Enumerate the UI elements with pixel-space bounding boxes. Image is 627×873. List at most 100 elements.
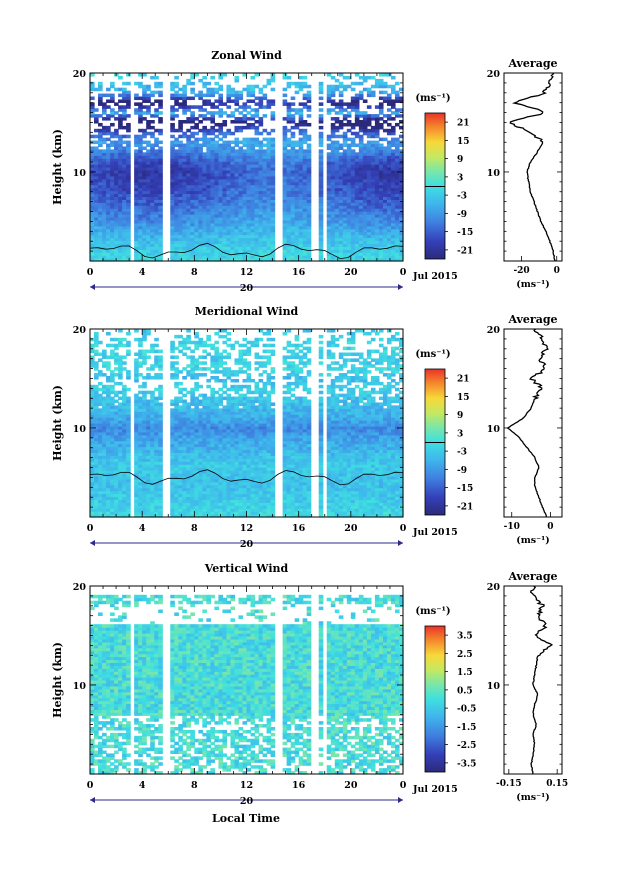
heatmap-cell xyxy=(102,487,107,492)
heatmap-cell xyxy=(126,187,131,192)
heatmap-cell xyxy=(122,243,127,247)
heatmap-cell xyxy=(194,93,199,98)
heatmap-cell xyxy=(146,111,151,115)
heatmap-cell xyxy=(218,505,224,509)
heatmap-cell xyxy=(374,499,380,503)
heatmap-cell xyxy=(118,487,123,492)
heatmap-cell xyxy=(342,481,348,486)
heatmap-cell xyxy=(290,214,296,218)
heatmap-cell xyxy=(234,161,240,165)
heatmap-cell xyxy=(386,208,392,212)
heatmap-cell xyxy=(242,172,248,177)
heatmap-cell xyxy=(242,155,248,159)
heatmap-cell xyxy=(194,164,199,168)
heatmap-cell xyxy=(254,467,260,471)
heatmap-cell xyxy=(326,93,332,98)
heatmap-cell xyxy=(234,199,240,203)
heatmap-cell xyxy=(362,231,368,236)
heatmap-cell xyxy=(142,228,147,233)
heatmap-cell xyxy=(294,140,300,145)
heatmap-cell xyxy=(390,196,396,200)
heatmap-cell xyxy=(206,202,211,206)
heatmap-cell xyxy=(354,470,360,474)
heatmap-cell xyxy=(366,87,372,92)
heatmap-cell xyxy=(170,502,175,506)
heatmap-cell xyxy=(178,196,183,200)
heatmap-cell xyxy=(342,108,348,112)
heatmap-cell xyxy=(398,216,404,221)
heatmap-cell xyxy=(146,199,151,203)
heatmap-cell xyxy=(294,502,300,506)
heatmap-cell xyxy=(290,493,296,498)
day-axis-arrow-left xyxy=(90,284,95,290)
heatmap-cell xyxy=(390,470,396,474)
heatmap-cell xyxy=(350,181,356,186)
heatmap-cell xyxy=(326,481,332,486)
heatmap-cell xyxy=(250,149,256,153)
heatmap-cell xyxy=(306,252,312,256)
heatmap-cell xyxy=(394,114,400,118)
heatmap-cell xyxy=(270,502,276,506)
heatmap-cell xyxy=(234,75,240,80)
heatmap-cell xyxy=(114,167,119,171)
heatmap-cell xyxy=(122,240,127,244)
heatmap-cell xyxy=(306,225,312,230)
heatmap-cell xyxy=(326,211,332,215)
average-frame xyxy=(503,72,563,262)
heatmap-cell xyxy=(330,499,336,503)
heatmap-cell xyxy=(370,493,376,498)
heatmap-cell xyxy=(98,202,103,206)
heatmap-cell xyxy=(190,499,195,503)
heatmap-cell xyxy=(98,181,103,186)
heatmap-cell xyxy=(246,508,252,512)
heatmap-cell xyxy=(398,120,404,124)
heatmap-cell xyxy=(350,231,356,236)
heatmap-cell xyxy=(90,190,95,195)
heatmap-cell xyxy=(90,490,95,495)
heatmap-cell xyxy=(378,178,384,183)
heatmap-cell xyxy=(338,184,344,189)
heatmap-cell xyxy=(158,234,163,239)
heatmap-cell xyxy=(254,228,260,233)
heatmap-cell xyxy=(294,475,300,480)
heatmap-cell xyxy=(214,202,220,206)
heatmap-cell xyxy=(202,240,207,244)
heatmap-cell xyxy=(98,187,103,192)
heatmap-cell xyxy=(158,505,163,509)
heatmap-cell xyxy=(170,472,175,477)
colorbar-tick-label: -3 xyxy=(457,192,467,202)
heatmap-cell xyxy=(230,237,236,242)
heatmap-cell xyxy=(218,475,224,480)
heatmap-cell xyxy=(202,228,207,233)
heatmap-cell xyxy=(198,114,203,118)
heatmap-cell xyxy=(374,484,380,489)
heatmap-cell xyxy=(234,152,240,156)
heatmap-cell xyxy=(378,225,384,230)
heatmap-cell xyxy=(358,496,364,500)
heatmap-cell xyxy=(370,470,376,474)
heatmap-cell xyxy=(134,249,139,253)
heatmap-cell xyxy=(158,93,163,98)
heatmap-cell xyxy=(206,161,211,165)
heatmap-cell xyxy=(118,493,123,498)
heatmap-cell xyxy=(378,211,384,215)
heatmap-cell xyxy=(194,122,199,127)
heatmap-cell xyxy=(262,128,268,133)
heatmap-cell xyxy=(190,493,195,498)
heatmap-cell xyxy=(154,470,159,474)
heatmap-cell xyxy=(226,158,232,162)
heatmap-cell xyxy=(114,128,119,133)
heatmap-cell xyxy=(370,202,376,206)
heatmap-cell xyxy=(354,508,360,512)
heatmap-cell xyxy=(262,187,268,192)
heatmap-cell xyxy=(378,202,384,206)
heatmap-cell xyxy=(338,490,344,495)
heatmap-cell xyxy=(246,175,252,180)
heatmap-cell xyxy=(374,175,380,180)
heatmap-cell xyxy=(202,202,207,206)
heatmap-cell xyxy=(366,202,372,206)
heatmap-cell xyxy=(250,93,256,98)
heatmap-cell xyxy=(330,164,336,168)
heatmap-cell xyxy=(266,81,272,86)
heatmap-cell xyxy=(362,193,368,197)
